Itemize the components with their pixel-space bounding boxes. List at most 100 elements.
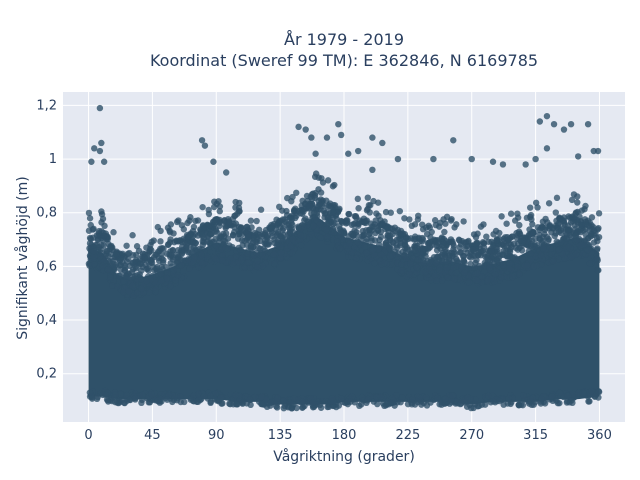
scatter-point xyxy=(331,219,338,227)
scatter-point xyxy=(157,390,165,398)
scatter-point xyxy=(449,258,457,265)
scatter-point xyxy=(212,255,219,262)
scatter-point xyxy=(373,210,380,217)
scatter-point xyxy=(217,394,225,401)
scatter-point xyxy=(456,237,463,244)
scatter-point xyxy=(438,277,446,284)
scatter-point xyxy=(345,210,353,218)
scatter-point xyxy=(354,195,362,203)
scatter-point xyxy=(318,202,326,210)
x-tick-label: 225 xyxy=(395,428,420,443)
scatter-point xyxy=(451,250,459,258)
scatter-point xyxy=(243,223,251,230)
scatter-point xyxy=(584,246,592,254)
scatter-point xyxy=(379,139,386,147)
scatter-point xyxy=(104,398,112,405)
scatter-point xyxy=(253,249,260,257)
scatter-point xyxy=(199,231,206,238)
scatter-point xyxy=(232,400,240,408)
scatter-point xyxy=(376,236,383,244)
scatter-point xyxy=(355,205,362,212)
scatter-point xyxy=(244,250,251,258)
scatter-point xyxy=(352,255,360,262)
scatter-point xyxy=(176,237,184,244)
x-tick-label: 270 xyxy=(459,428,484,443)
scatter-point xyxy=(324,203,331,211)
scatter-point xyxy=(229,231,237,239)
scatter-point xyxy=(563,235,571,242)
scatter-point xyxy=(553,217,560,225)
scatter-point xyxy=(461,269,468,277)
scatter-point xyxy=(200,238,208,246)
scatter-point xyxy=(406,270,413,278)
scatter-point xyxy=(219,257,226,264)
scatter-point xyxy=(531,399,539,406)
scatter-point xyxy=(232,391,240,399)
scatter-point xyxy=(247,243,255,250)
scatter-point xyxy=(210,203,218,211)
scatter-point xyxy=(253,217,260,225)
scatter-point xyxy=(287,242,294,250)
scatter-point xyxy=(138,285,145,292)
scatter-point xyxy=(154,397,161,405)
scatter-point xyxy=(89,226,97,233)
scatter-point xyxy=(575,389,582,397)
scatter-point xyxy=(350,220,357,228)
scatter-point xyxy=(163,275,171,282)
scatter-point xyxy=(484,277,491,285)
scatter-point xyxy=(522,161,529,168)
scatter-point xyxy=(557,239,565,246)
scatter-point xyxy=(295,224,302,232)
scatter-point xyxy=(433,277,440,285)
scatter-point xyxy=(358,393,366,401)
scatter-point xyxy=(552,209,560,216)
scatter-point xyxy=(488,247,495,255)
scatter-point xyxy=(86,240,94,247)
scatter-point xyxy=(453,221,460,228)
scatter-point xyxy=(317,189,325,196)
scatter-point xyxy=(139,263,146,271)
scatter-point xyxy=(387,232,394,239)
scatter-point xyxy=(237,225,244,232)
scatter-point xyxy=(185,256,192,263)
scatter-point xyxy=(541,230,548,238)
scatter-point xyxy=(453,262,461,270)
scatter-point xyxy=(309,399,317,406)
scatter-point xyxy=(215,198,222,205)
scatter-point xyxy=(538,395,545,402)
scatter-point xyxy=(402,252,409,260)
scatter-point xyxy=(574,193,581,200)
scatter-point xyxy=(588,387,595,395)
scatter-point xyxy=(330,209,337,216)
scatter-point xyxy=(555,246,563,253)
scatter-point xyxy=(221,233,228,240)
x-tick-label: 135 xyxy=(268,428,293,443)
scatter-point xyxy=(572,250,580,258)
y-tick-label: 1,2 xyxy=(36,98,57,113)
x-tick-label: 360 xyxy=(587,428,612,443)
scatter-point xyxy=(407,260,414,268)
scatter-point xyxy=(299,197,306,204)
scatter-point xyxy=(276,203,283,211)
scatter-point xyxy=(426,239,433,246)
scatter-point xyxy=(206,239,213,247)
scatter-point xyxy=(237,246,244,253)
scatter-point xyxy=(432,259,440,267)
scatter-point xyxy=(312,170,320,177)
scatter-point xyxy=(401,215,408,222)
scatter-point xyxy=(175,217,182,224)
scatter-point xyxy=(224,245,231,253)
scatter-point xyxy=(580,390,587,397)
scatter-point xyxy=(335,206,343,214)
chart-title-line-2: Koordinat (Sweref 99 TM): E 362846, N 61… xyxy=(150,51,538,70)
scatter-point xyxy=(86,234,94,242)
scatter-point xyxy=(444,274,451,281)
scatter-point xyxy=(171,238,178,246)
scatter-point xyxy=(526,204,534,211)
scatter-point xyxy=(335,120,342,128)
scatter-point xyxy=(157,238,164,245)
scatter-point xyxy=(498,274,505,281)
scatter-point xyxy=(189,227,197,235)
scatter-point xyxy=(195,396,203,403)
scatter-point xyxy=(105,252,112,260)
